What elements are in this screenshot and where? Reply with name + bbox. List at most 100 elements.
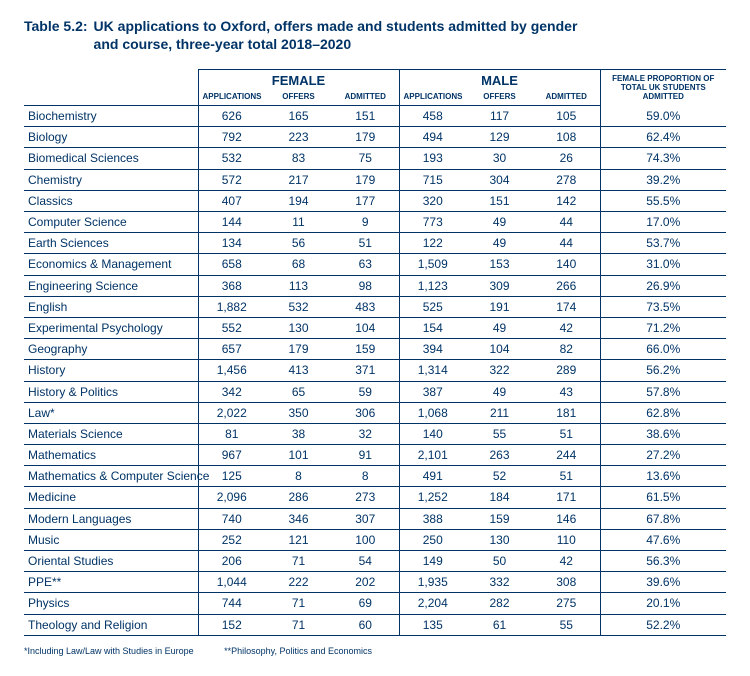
- table-row: Physics74471692,20428227520.1%: [24, 593, 726, 614]
- cell-f-app: 657: [198, 339, 265, 360]
- cell-prop: 56.2%: [600, 360, 726, 381]
- cell-course: Computer Science: [24, 212, 198, 233]
- cell-m-off: 151: [466, 190, 533, 211]
- cell-prop: 59.0%: [600, 106, 726, 127]
- cell-prop: 20.1%: [600, 593, 726, 614]
- cell-course: Theology and Religion: [24, 614, 198, 635]
- cell-prop: 53.7%: [600, 233, 726, 254]
- cell-prop: 38.6%: [600, 423, 726, 444]
- cell-course: Oriental Studies: [24, 551, 198, 572]
- cell-f-adm: 306: [332, 402, 399, 423]
- cell-m-off: 49: [466, 317, 533, 338]
- table-row: Biochemistry62616515145811710559.0%: [24, 106, 726, 127]
- cell-f-adm: 91: [332, 445, 399, 466]
- cell-f-app: 368: [198, 275, 265, 296]
- cell-f-adm: 100: [332, 529, 399, 550]
- cell-m-adm: 289: [533, 360, 600, 381]
- cell-f-adm: 32: [332, 423, 399, 444]
- cell-f-off: 130: [265, 317, 332, 338]
- table-row: Biology79222317949412910862.4%: [24, 127, 726, 148]
- header-blank: [24, 70, 198, 91]
- cell-m-app: 1,123: [399, 275, 466, 296]
- table-row: English1,88253248352519117473.5%: [24, 296, 726, 317]
- cell-m-app: 715: [399, 169, 466, 190]
- cell-f-off: 286: [265, 487, 332, 508]
- cell-m-off: 263: [466, 445, 533, 466]
- header-group-female: FEMALE: [198, 70, 399, 91]
- cell-prop: 73.5%: [600, 296, 726, 317]
- cell-f-adm: 54: [332, 551, 399, 572]
- cell-m-app: 154: [399, 317, 466, 338]
- cell-f-off: 71: [265, 551, 332, 572]
- cell-m-adm: 244: [533, 445, 600, 466]
- table-row: Medicine2,0962862731,25218417161.5%: [24, 487, 726, 508]
- cell-f-adm: 104: [332, 317, 399, 338]
- cell-m-app: 387: [399, 381, 466, 402]
- cell-f-off: 11: [265, 212, 332, 233]
- title-line-1: UK applications to Oxford, offers made a…: [94, 18, 578, 34]
- cell-m-app: 458: [399, 106, 466, 127]
- cell-m-app: 135: [399, 614, 466, 635]
- cell-m-adm: 51: [533, 423, 600, 444]
- cell-m-off: 49: [466, 233, 533, 254]
- cell-f-app: 967: [198, 445, 265, 466]
- cell-m-adm: 171: [533, 487, 600, 508]
- cell-course: Chemistry: [24, 169, 198, 190]
- cell-m-adm: 55: [533, 614, 600, 635]
- table-row: Mathematics & Computer Science1258849152…: [24, 466, 726, 487]
- cell-m-off: 159: [466, 508, 533, 529]
- cell-prop: 27.2%: [600, 445, 726, 466]
- cell-course: English: [24, 296, 198, 317]
- cell-prop: 56.3%: [600, 551, 726, 572]
- table-row: Materials Science813832140555138.6%: [24, 423, 726, 444]
- cell-course: Economics & Management: [24, 254, 198, 275]
- cell-f-off: 223: [265, 127, 332, 148]
- cell-m-app: 140: [399, 423, 466, 444]
- cell-course: History & Politics: [24, 381, 198, 402]
- cell-f-off: 113: [265, 275, 332, 296]
- cell-m-app: 1,314: [399, 360, 466, 381]
- cell-m-adm: 146: [533, 508, 600, 529]
- table-row: Chemistry57221717971530427839.2%: [24, 169, 726, 190]
- cell-prop: 17.0%: [600, 212, 726, 233]
- cell-f-off: 8: [265, 466, 332, 487]
- title-text: UK applications to Oxford, offers made a…: [94, 18, 578, 53]
- cell-prop: 71.2%: [600, 317, 726, 338]
- table-row: Music25212110025013011047.6%: [24, 529, 726, 550]
- cell-prop: 57.8%: [600, 381, 726, 402]
- cell-f-app: 572: [198, 169, 265, 190]
- cell-m-adm: 26: [533, 148, 600, 169]
- cell-f-app: 1,044: [198, 572, 265, 593]
- cell-m-off: 322: [466, 360, 533, 381]
- cell-f-adm: 179: [332, 169, 399, 190]
- cell-m-off: 52: [466, 466, 533, 487]
- cell-course: History: [24, 360, 198, 381]
- cell-f-app: 626: [198, 106, 265, 127]
- cell-m-adm: 110: [533, 529, 600, 550]
- header-course: [24, 91, 198, 106]
- table-row: Economics & Management65868631,509153140…: [24, 254, 726, 275]
- cell-f-off: 71: [265, 614, 332, 635]
- cell-prop: 31.0%: [600, 254, 726, 275]
- cell-f-app: 206: [198, 551, 265, 572]
- table-row: Engineering Science368113981,12330926626…: [24, 275, 726, 296]
- cell-m-adm: 275: [533, 593, 600, 614]
- cell-m-app: 773: [399, 212, 466, 233]
- cell-f-adm: 60: [332, 614, 399, 635]
- cell-course: Experimental Psychology: [24, 317, 198, 338]
- cell-f-app: 2,022: [198, 402, 265, 423]
- cell-f-adm: 177: [332, 190, 399, 211]
- cell-f-app: 552: [198, 317, 265, 338]
- cell-f-adm: 59: [332, 381, 399, 402]
- cell-course: Geography: [24, 339, 198, 360]
- table-row: History1,4564133711,31432228956.2%: [24, 360, 726, 381]
- cell-m-app: 122: [399, 233, 466, 254]
- cell-f-app: 1,456: [198, 360, 265, 381]
- cell-m-off: 55: [466, 423, 533, 444]
- cell-f-app: 792: [198, 127, 265, 148]
- cell-f-off: 65: [265, 381, 332, 402]
- cell-prop: 66.0%: [600, 339, 726, 360]
- cell-f-adm: 63: [332, 254, 399, 275]
- cell-f-off: 101: [265, 445, 332, 466]
- cell-m-app: 193: [399, 148, 466, 169]
